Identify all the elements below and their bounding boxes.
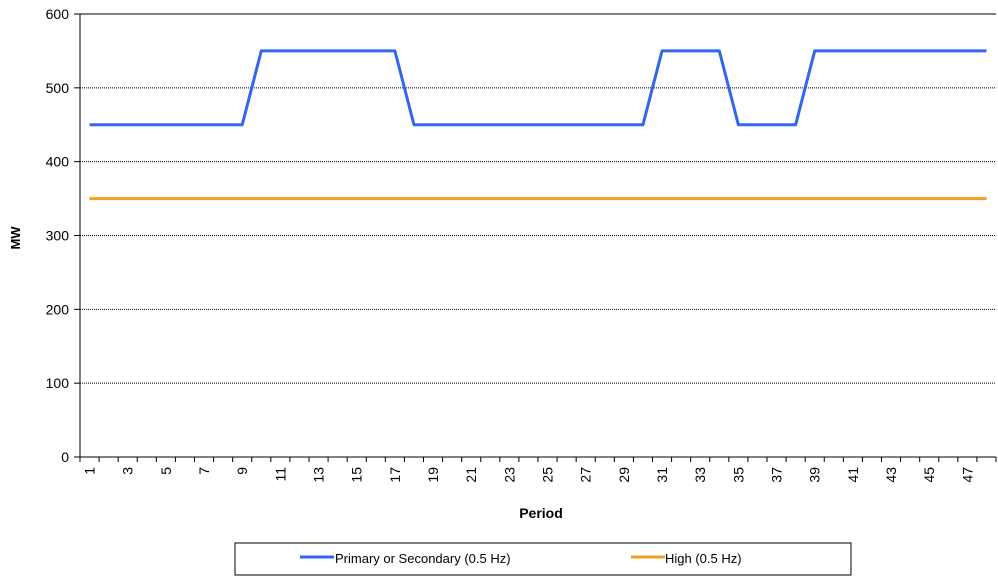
x-tick-label: 41 xyxy=(845,467,861,483)
x-tick-label: 15 xyxy=(349,467,365,483)
y-tick-label: 500 xyxy=(46,80,70,96)
x-tick-label: 29 xyxy=(616,467,632,483)
x-tick-label: 3 xyxy=(120,467,136,475)
legend: Primary or Secondary (0.5 Hz) High (0.5 H… xyxy=(234,542,852,576)
x-tick-label: 5 xyxy=(158,467,174,475)
x-tick-label: 47 xyxy=(959,467,975,483)
x-axis-ticks: 1 3 5 7 9 11 13 15 17 19 21 23 25 27 29 31 33 35 37 39 41 43 4… xyxy=(79,457,997,483)
x-tick-label: 9 xyxy=(234,467,250,475)
legend-items: Primary or Secondary (0.5 Hz) High (0.5 H… xyxy=(300,551,742,566)
x-tick-label: 13 xyxy=(311,467,327,483)
x-tick-label: 33 xyxy=(692,467,708,483)
x-tick-label: 25 xyxy=(540,467,556,483)
series-line-1 xyxy=(89,49,987,127)
x-tick-label: 35 xyxy=(730,467,746,483)
y-tick-label: 300 xyxy=(46,228,70,244)
x-tick-label: 39 xyxy=(807,467,823,483)
x-tick-label: 37 xyxy=(769,467,785,483)
y-axis-ticks: 0 100 200 300 400 500 600 xyxy=(46,6,80,465)
y-tick-label: 400 xyxy=(46,154,70,170)
y-tick-label: 100 xyxy=(46,375,70,391)
y-tick-label: 0 xyxy=(61,449,69,465)
x-tick-label: 17 xyxy=(387,467,403,483)
y-tick-label: 600 xyxy=(46,6,70,22)
legend-box xyxy=(234,542,852,576)
x-tick-label: 43 xyxy=(883,467,899,483)
x-tick-label: 1 xyxy=(82,467,98,475)
x-axis-title: Period xyxy=(519,505,563,521)
gridlines xyxy=(80,13,996,384)
y-tick-label: 200 xyxy=(46,301,70,317)
legend-label: Primary or Secondary (0.5 Hz) xyxy=(335,551,511,566)
x-tick-label: 23 xyxy=(501,467,517,483)
x-tick-label: 7 xyxy=(196,467,212,475)
series-lines xyxy=(89,49,987,201)
x-tick-label: 11 xyxy=(272,467,288,482)
x-tick-label: 45 xyxy=(921,467,937,483)
x-tick-label: 21 xyxy=(463,467,479,483)
x-tick-label: 19 xyxy=(425,467,441,483)
y-axis-title: MW xyxy=(8,226,23,250)
x-tick-label: 27 xyxy=(578,467,594,483)
x-tick-label: 31 xyxy=(654,467,670,483)
legend-label: High (0.5 Hz) xyxy=(665,551,742,566)
